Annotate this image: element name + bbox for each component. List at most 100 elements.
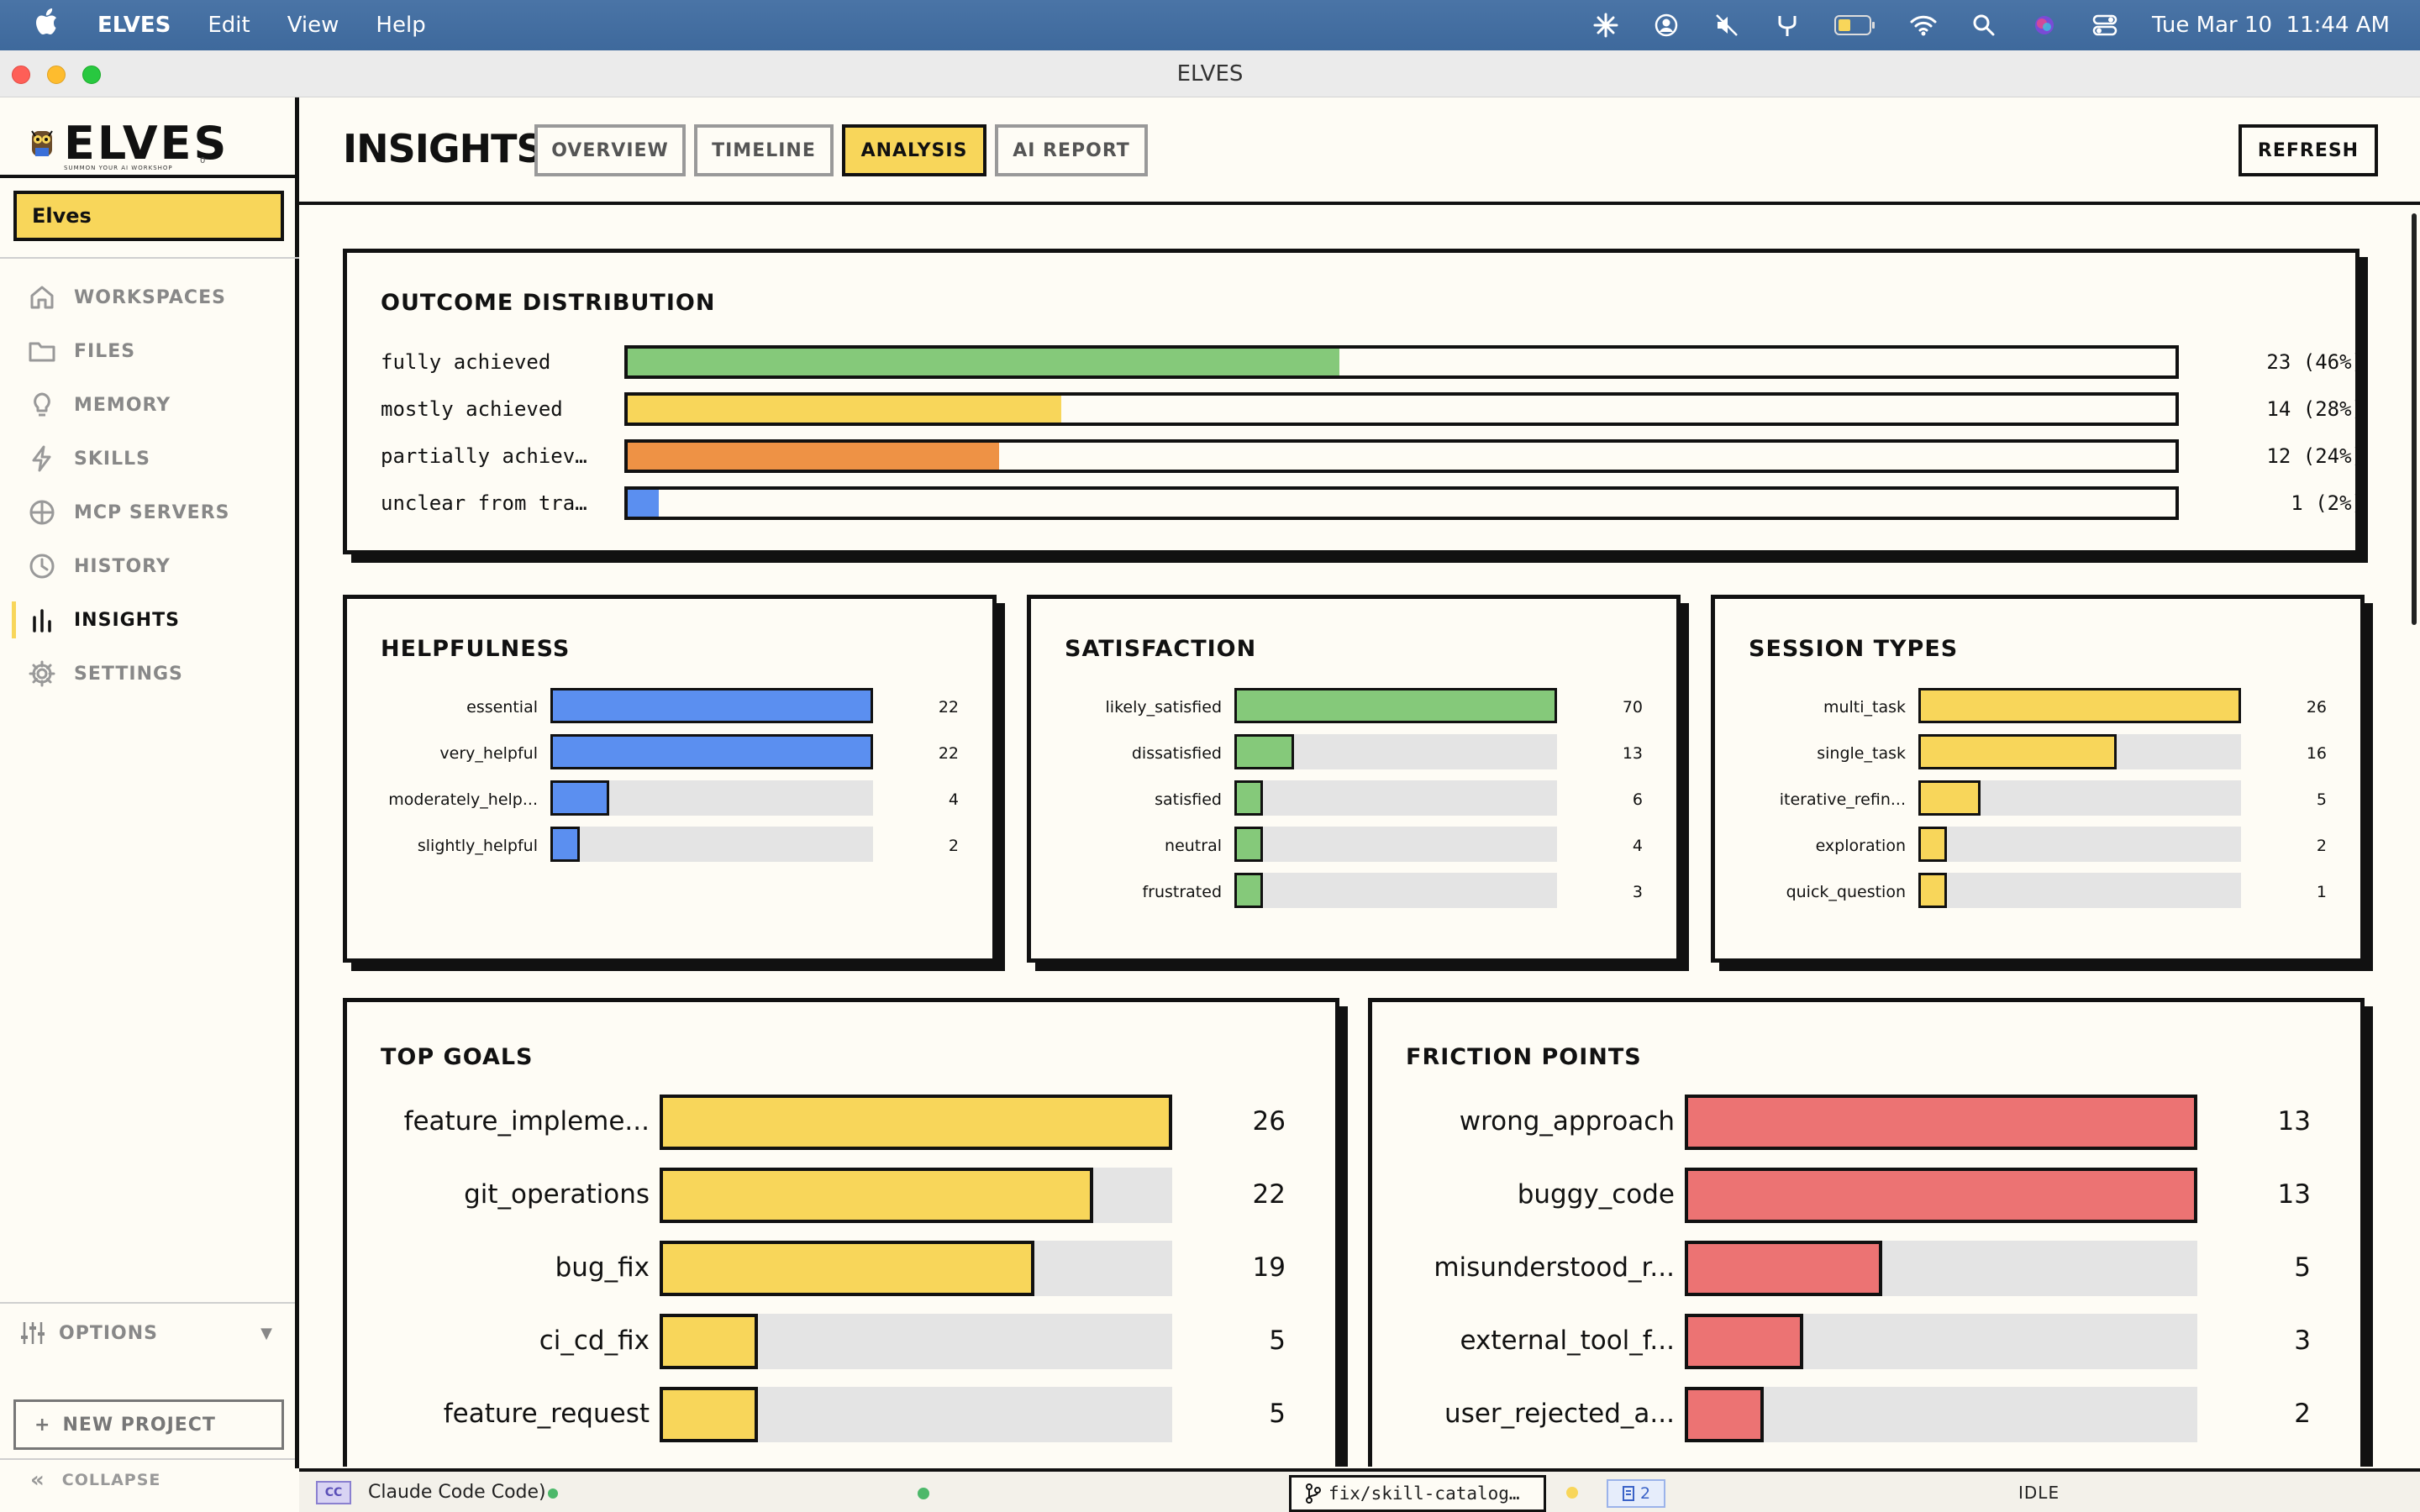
control-center-icon[interactable] bbox=[2091, 12, 2118, 39]
battery-icon[interactable] bbox=[1833, 12, 1876, 39]
bar-label: external_tool_f... bbox=[1460, 1326, 1675, 1356]
project-selector[interactable]: Elves bbox=[13, 191, 284, 241]
bar-row: feature_request 5 bbox=[347, 1387, 1339, 1446]
sidebar-item-files[interactable]: FILES bbox=[0, 328, 295, 375]
bar-fill bbox=[1234, 827, 1263, 862]
menu-app-name[interactable]: ELVES bbox=[97, 13, 171, 38]
bar-row: iterative_refin... 5 bbox=[1715, 780, 2362, 817]
collapse-label: COLLAPSE bbox=[61, 1471, 161, 1489]
lightbulb-icon bbox=[25, 388, 59, 422]
menu-edit[interactable]: Edit bbox=[208, 13, 250, 38]
refresh-button[interactable]: REFRESH bbox=[2238, 124, 2378, 176]
sparkle-status-icon[interactable] bbox=[1592, 12, 1619, 39]
spotlight-search-icon[interactable] bbox=[1970, 12, 1997, 39]
options-toggle[interactable]: OPTIONS ▼ bbox=[0, 1302, 295, 1362]
bar-value: 26 bbox=[1252, 1106, 1286, 1137]
mute-status-icon[interactable] bbox=[1713, 12, 1740, 39]
bar-value: 6 bbox=[1632, 790, 1643, 809]
bar-fill bbox=[1234, 734, 1295, 769]
session-state: IDLE bbox=[2018, 1483, 2060, 1503]
bar-fill bbox=[660, 1387, 759, 1442]
bar-value: 4 bbox=[948, 790, 959, 809]
sidebar-item-insights[interactable]: INSIGHTS bbox=[0, 596, 295, 643]
menu-help[interactable]: Help bbox=[376, 13, 426, 38]
tab-overview[interactable]: OVERVIEW bbox=[534, 124, 686, 176]
bar-fill bbox=[550, 688, 873, 723]
user-circle-status-icon[interactable] bbox=[1653, 12, 1680, 39]
sidebar-item-label: SETTINGS bbox=[74, 663, 183, 685]
bar-row: wrong_approach 13 bbox=[1372, 1095, 2364, 1153]
bar-fill bbox=[1685, 1241, 1882, 1296]
bar-value: 13 bbox=[2277, 1106, 2311, 1137]
clock-icon bbox=[25, 549, 59, 583]
bar-track bbox=[1685, 1168, 2197, 1223]
bar-fill bbox=[628, 396, 1061, 423]
app-logo[interactable]: ELVES SUMMON YOUR AI WORKSHOP 0 bbox=[27, 109, 229, 176]
collapse-sidebar-button[interactable]: « COLLAPSE bbox=[0, 1458, 295, 1500]
minimize-window-button[interactable] bbox=[47, 66, 66, 84]
bar-row: neutral 4 bbox=[1031, 827, 1678, 864]
sidebar-item-memory[interactable]: MEMORY bbox=[0, 381, 295, 428]
menu-view[interactable]: View bbox=[287, 13, 339, 38]
agent-name[interactable]: Claude Code Code) bbox=[368, 1482, 546, 1503]
gear-icon bbox=[25, 657, 59, 690]
bar-label: buggy_code bbox=[1517, 1179, 1675, 1210]
page-title: INSIGHTS bbox=[343, 126, 544, 171]
sidebar-item-mcp-servers[interactable]: MCP SERVERS bbox=[0, 489, 295, 536]
sidebar-item-skills[interactable]: SKILLS bbox=[0, 435, 295, 482]
tab-ai-report[interactable]: AI REPORT bbox=[995, 124, 1148, 176]
bar-track bbox=[1234, 734, 1557, 769]
bar-row: very_helpful 22 bbox=[347, 734, 994, 771]
sliders-icon bbox=[18, 1319, 47, 1347]
bar-label: wrong_approach bbox=[1459, 1106, 1675, 1137]
zoom-window-button[interactable] bbox=[82, 66, 101, 84]
bar-value: 5 bbox=[2294, 1252, 2311, 1283]
bar-track bbox=[550, 734, 873, 769]
new-project-button[interactable]: + NEW PROJECT bbox=[13, 1399, 284, 1450]
bar-label: feature_impleme... bbox=[403, 1106, 650, 1137]
agent-badge[interactable]: CC bbox=[316, 1481, 351, 1504]
sidebar-item-history[interactable]: HISTORY bbox=[0, 543, 295, 590]
bar-value: 4 bbox=[1632, 837, 1643, 855]
bar-fill bbox=[1918, 780, 1981, 816]
sidebar-divider bbox=[0, 257, 299, 259]
bar-label: moderately_help... bbox=[388, 790, 538, 809]
card-title: HELPFULNESS bbox=[381, 636, 571, 662]
sidebar-item-settings[interactable]: SETTINGS bbox=[0, 650, 295, 697]
bar-fill bbox=[1234, 873, 1263, 908]
bar-track bbox=[1685, 1095, 2197, 1150]
bar-track bbox=[660, 1314, 1172, 1369]
bar-track bbox=[550, 827, 873, 862]
tab-analysis[interactable]: ANALYSIS bbox=[842, 124, 986, 176]
tab-timeline[interactable]: TIMELINE bbox=[694, 124, 834, 176]
sidebar-item-label: FILES bbox=[74, 340, 136, 362]
bar-label: frustrated bbox=[1142, 883, 1222, 901]
bar-track bbox=[1918, 873, 2241, 908]
bar-fill bbox=[660, 1314, 759, 1369]
bar-row: buggy_code 13 bbox=[1372, 1168, 2364, 1226]
pending-changes-badge[interactable]: 2 bbox=[1607, 1479, 1665, 1508]
sidebar-item-label: MCP SERVERS bbox=[74, 501, 230, 523]
window-title: ELVES bbox=[1176, 60, 1244, 87]
wifi-icon[interactable] bbox=[1910, 12, 1937, 39]
bar-track bbox=[1234, 873, 1557, 908]
bar-label: single_task bbox=[1817, 744, 1906, 763]
apple-icon[interactable] bbox=[34, 8, 59, 44]
bar-value: 22 bbox=[938, 698, 959, 717]
sidebar-item-workspaces[interactable]: WORKSPACES bbox=[0, 274, 295, 321]
new-project-label: NEW PROJECT bbox=[62, 1414, 216, 1436]
scrollbar[interactable] bbox=[2412, 213, 2417, 625]
git-branch-button[interactable]: fix/skill-catalog… bbox=[1289, 1475, 1546, 1512]
menubar-clock[interactable]: Tue Mar 10 11:44 AM bbox=[2151, 13, 2390, 38]
close-window-button[interactable] bbox=[12, 66, 30, 84]
card-title: SESSION TYPES bbox=[1749, 636, 1959, 662]
plus-circle-icon bbox=[25, 496, 59, 529]
siri-icon[interactable] bbox=[2031, 12, 2058, 39]
bar-label: quick_question bbox=[1786, 883, 1906, 901]
bar-label: bug_fix bbox=[555, 1252, 650, 1283]
branch-status-icon[interactable] bbox=[1774, 12, 1801, 39]
bar-value: 5 bbox=[1269, 1326, 1286, 1356]
bar-fill bbox=[1234, 780, 1263, 816]
bar-track bbox=[1918, 827, 2241, 862]
page-header: INSIGHTS OVERVIEW TIMELINE ANALYSIS AI R… bbox=[299, 97, 2420, 205]
